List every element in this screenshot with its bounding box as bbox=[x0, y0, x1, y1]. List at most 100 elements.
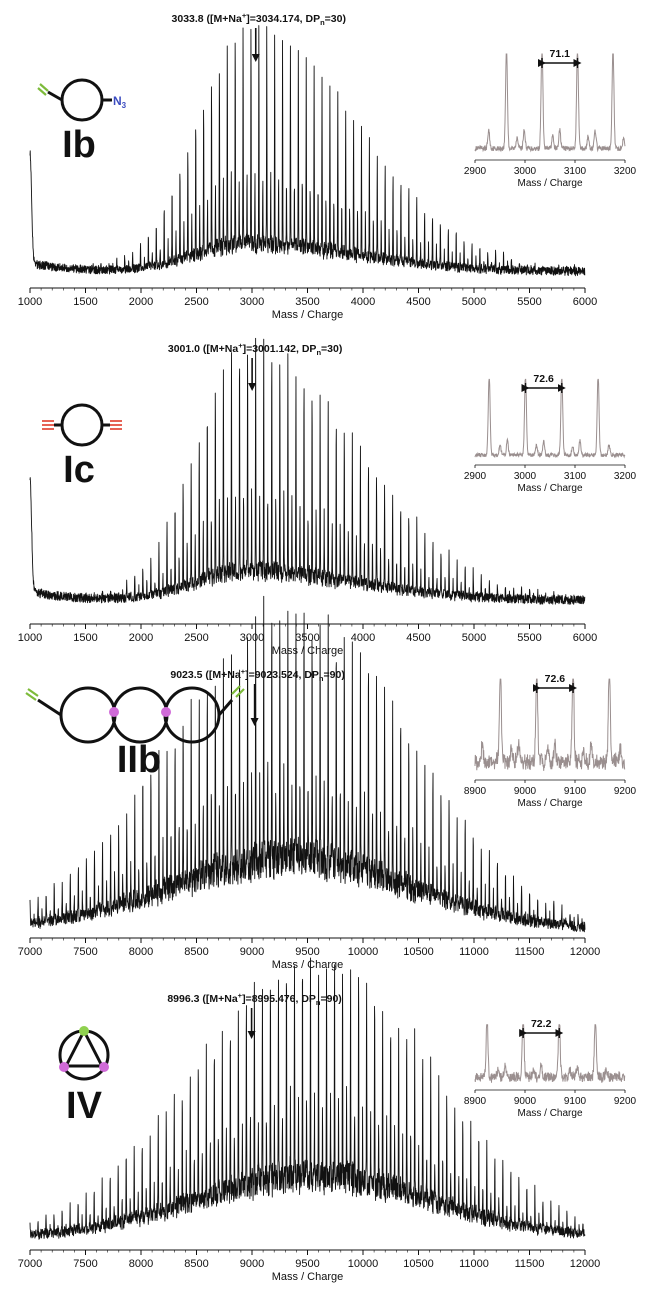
x-tick-label: 8500 bbox=[184, 946, 208, 958]
x-tick-label: 11500 bbox=[515, 1258, 545, 1270]
panel-ib: 1000 1500 2000 2500 3000 3500 4000 4500 5000 5500… bbox=[18, 11, 637, 321]
structure-ib-icon: N3 Ib bbox=[37, 78, 127, 166]
compound-label: Ic bbox=[63, 449, 95, 491]
x-tick-label: 3500 bbox=[295, 296, 319, 308]
annotation-main: 3001.0 ([M+Na bbox=[168, 343, 238, 355]
inset: 2900 3000 3100 3200 Mass / Charge 72.6 bbox=[464, 373, 637, 494]
azide-n: N bbox=[113, 94, 122, 108]
macrocycle-ring bbox=[163, 686, 221, 744]
annotation-tail: =30) bbox=[321, 343, 342, 355]
junction-node bbox=[79, 1026, 89, 1036]
annotation-tail: =90) bbox=[324, 669, 345, 681]
x-tick-label: 8500 bbox=[184, 1258, 208, 1270]
inset-tick-label: 3200 bbox=[614, 471, 637, 482]
x-tick-label: 5000 bbox=[462, 296, 486, 308]
alkyne-icon bbox=[39, 83, 49, 92]
x-tick-label: 6000 bbox=[573, 632, 597, 644]
macrocycle-ring bbox=[111, 686, 169, 744]
spacing-label: 72.2 bbox=[531, 1018, 552, 1030]
x-tick-label: 10000 bbox=[348, 946, 379, 958]
junction-node bbox=[59, 1062, 69, 1072]
alkyne-icon bbox=[25, 692, 37, 701]
inset-axis-title: Mass / Charge bbox=[517, 483, 582, 494]
compound-label: IIb bbox=[117, 739, 161, 781]
spectrum-trace bbox=[29, 595, 586, 933]
peak-annotation: 3001.0 ([M+Na+]=3001.142, DPn=30) bbox=[168, 341, 342, 357]
annotation-main: 3033.8 ([M+Na bbox=[172, 13, 242, 25]
inset-tick-label: 9200 bbox=[614, 786, 637, 797]
inset: 8900 9000 9100 9200 Mass / Charge 72.2 bbox=[464, 1018, 637, 1119]
x-tick-label: 4000 bbox=[351, 632, 375, 644]
alkyne-icon bbox=[37, 87, 47, 96]
bridge bbox=[64, 1030, 86, 1067]
inset-tick-label: 9100 bbox=[564, 786, 587, 797]
x-tick-label: 9000 bbox=[240, 1258, 264, 1270]
structure-iv-icon: IV bbox=[58, 1026, 110, 1127]
spacing-label: 71.1 bbox=[550, 48, 571, 60]
x-tick-label: 5500 bbox=[517, 632, 541, 644]
x-tick-label: 1500 bbox=[73, 296, 97, 308]
junction-node bbox=[109, 707, 119, 717]
inset-tick-label: 9000 bbox=[514, 786, 537, 797]
spacing-label: 72.6 bbox=[545, 673, 566, 685]
x-axis-title: Mass / Charge bbox=[272, 1271, 344, 1283]
inset-trace bbox=[474, 678, 626, 771]
junction-node bbox=[161, 707, 171, 717]
inset-axis-title: Mass / Charge bbox=[517, 178, 582, 189]
panel-iv: 7000 7500 8000 8500 9000 9500 10000 10500 11000 1… bbox=[18, 957, 637, 1283]
peak-annotation: 9023.5 ([M+Na+]=9023.524, DPn=90) bbox=[170, 667, 344, 683]
x-tick-label: 1000 bbox=[18, 296, 42, 308]
bridge bbox=[82, 1030, 104, 1067]
x-tick-label: 2500 bbox=[184, 296, 208, 308]
inset: 8900 9000 9100 9200 Mass / Charge 72.6 bbox=[464, 673, 637, 809]
annotation-tail: =90) bbox=[321, 993, 342, 1005]
x-tick-label: 7500 bbox=[73, 1258, 97, 1270]
annotation-tail: =30) bbox=[325, 13, 346, 25]
annotation-mid: ]=3034.174, DP bbox=[246, 13, 320, 25]
inset-tick-label: 8900 bbox=[464, 1096, 487, 1107]
x-tick-label: 12000 bbox=[570, 946, 601, 958]
x-axis-title: Mass / Charge bbox=[272, 645, 344, 657]
compound-label: IV bbox=[66, 1085, 103, 1127]
alkyne-icon bbox=[235, 688, 245, 698]
annotation-mid: ]=9023.524, DP bbox=[245, 669, 319, 681]
linker bbox=[47, 90, 63, 102]
annotation-sup: + bbox=[238, 991, 243, 1000]
macrocycle-ring bbox=[60, 78, 104, 122]
x-tick-label: 5500 bbox=[517, 296, 541, 308]
x-tick-label: 9500 bbox=[295, 946, 319, 958]
inset-tick-label: 9000 bbox=[514, 1096, 537, 1107]
x-tick-label: 6000 bbox=[573, 296, 597, 308]
alkyne-icon bbox=[231, 685, 241, 695]
spectrum-trace bbox=[29, 957, 586, 1240]
x-tick-label: 8000 bbox=[129, 1258, 153, 1270]
x-tick-label: 3000 bbox=[240, 296, 264, 308]
x-tick-label: 7500 bbox=[73, 946, 97, 958]
outer-ring bbox=[58, 1029, 110, 1081]
x-tick-label: 12000 bbox=[570, 1258, 601, 1270]
inset-axis-title: Mass / Charge bbox=[517, 1108, 582, 1119]
inset-tick-label: 2900 bbox=[464, 471, 487, 482]
inset-tick-label: 3000 bbox=[514, 166, 537, 177]
inset-trace bbox=[474, 1024, 626, 1083]
annotation-mid: ]=3001.142, DP bbox=[243, 343, 317, 355]
x-tick-label: 9500 bbox=[295, 1258, 319, 1270]
linker bbox=[217, 699, 234, 716]
x-tick-label: 4500 bbox=[406, 632, 430, 644]
annotation-mid: ]=8995.476, DP bbox=[242, 993, 316, 1005]
annotation-sub: n bbox=[320, 18, 325, 27]
annotation-sup: + bbox=[241, 667, 246, 676]
structure-ic-icon: Ic bbox=[42, 403, 122, 491]
x-tick-label: 7000 bbox=[18, 1258, 42, 1270]
annotation-sub: n bbox=[316, 998, 321, 1007]
x-axis-title: Mass / Charge bbox=[272, 309, 344, 321]
x-tick-label: 3000 bbox=[240, 632, 264, 644]
linker bbox=[37, 698, 62, 717]
x-tick-label: 8000 bbox=[129, 946, 153, 958]
spectrum-trace bbox=[29, 25, 586, 277]
x-tick-label: 11500 bbox=[515, 946, 545, 958]
x-tick-label: 1500 bbox=[73, 632, 97, 644]
x-tick-label: 5000 bbox=[462, 632, 486, 644]
inset-tick-label: 3000 bbox=[514, 471, 537, 482]
